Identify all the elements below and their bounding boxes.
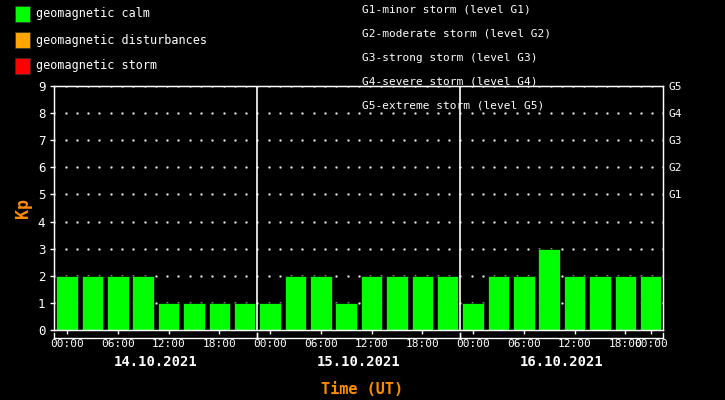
Bar <box>285 276 306 330</box>
Bar <box>260 303 281 330</box>
Bar <box>513 276 534 330</box>
Bar <box>107 276 128 330</box>
Text: 14.10.2021: 14.10.2021 <box>114 355 198 369</box>
Text: geomagnetic disturbances: geomagnetic disturbances <box>36 34 207 46</box>
Bar <box>57 276 78 330</box>
Bar <box>336 303 357 330</box>
Bar <box>564 276 585 330</box>
Bar <box>361 276 382 330</box>
Bar <box>209 303 230 330</box>
Bar <box>488 276 509 330</box>
Bar <box>412 276 433 330</box>
Bar <box>183 303 204 330</box>
Bar <box>234 303 255 330</box>
Y-axis label: Kp: Kp <box>14 198 33 218</box>
Bar <box>133 276 154 330</box>
Text: 15.10.2021: 15.10.2021 <box>317 355 401 369</box>
Text: G4-severe storm (level G4): G4-severe storm (level G4) <box>362 77 538 87</box>
Bar <box>640 276 661 330</box>
Bar <box>615 276 636 330</box>
Bar <box>437 276 458 330</box>
Text: geomagnetic storm: geomagnetic storm <box>36 60 157 72</box>
Bar <box>82 276 103 330</box>
Text: Time (UT): Time (UT) <box>321 382 404 398</box>
Text: 16.10.2021: 16.10.2021 <box>520 355 604 369</box>
Text: G1-minor storm (level G1): G1-minor storm (level G1) <box>362 5 531 15</box>
Bar <box>310 276 331 330</box>
Text: geomagnetic calm: geomagnetic calm <box>36 8 150 20</box>
Bar <box>386 276 407 330</box>
Bar <box>158 303 179 330</box>
Text: G3-strong storm (level G3): G3-strong storm (level G3) <box>362 53 538 63</box>
Bar <box>463 303 484 330</box>
Text: G2-moderate storm (level G2): G2-moderate storm (level G2) <box>362 29 552 39</box>
Text: G5-extreme storm (level G5): G5-extreme storm (level G5) <box>362 101 544 111</box>
Bar <box>539 249 560 330</box>
Bar <box>589 276 610 330</box>
